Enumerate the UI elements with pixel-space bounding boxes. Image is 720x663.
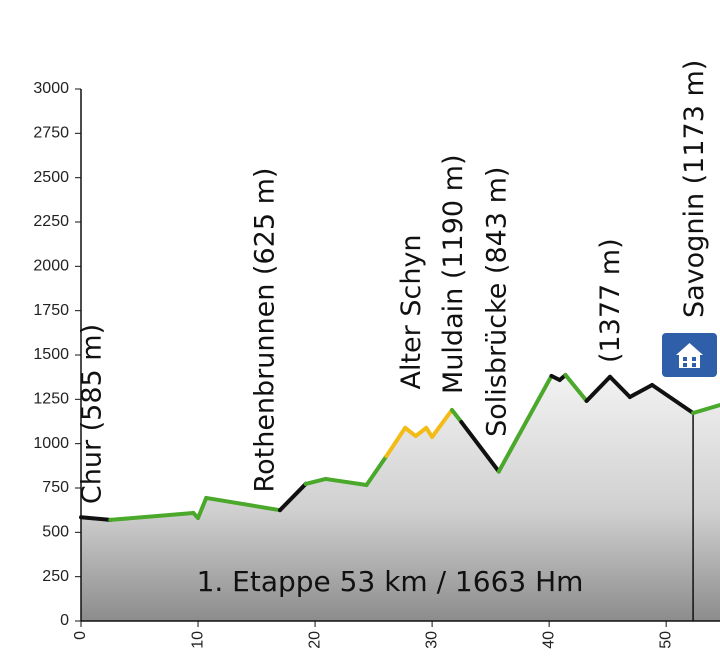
profile-segment [459,420,501,474]
y-tick-label: 3000 [33,80,69,97]
x-tick-label: 30 [423,631,440,649]
x-tick-label: 10 [189,631,206,649]
profile-segment [650,382,696,415]
profile-segment [108,511,196,522]
profile-segment [691,403,720,415]
profile-segment [364,454,389,487]
place-label: (1377 m) [595,238,626,363]
place-label: Rothenbrunnen (625 m) [250,168,281,493]
y-tick-label: 1000 [33,435,69,452]
y-tick-label: 1250 [33,391,69,408]
y-tick-label: 500 [42,524,69,541]
profile-area [81,375,720,621]
y-tick-label: 2000 [33,258,69,275]
profile-segment [196,495,209,520]
y-tick-label: 2750 [33,125,69,142]
y-tick-label: 2250 [33,213,69,230]
house-icon [662,333,717,377]
y-tick-label: 2500 [33,169,69,186]
profile-segment [204,495,282,513]
x-tick-label: 0 [72,631,89,640]
x-tick-label: 20 [306,631,323,649]
profile-segment [79,515,113,522]
x-tick-label: 50 [657,631,674,649]
profile-segment [563,373,589,403]
profile-segment [303,476,328,486]
y-tick-label: 1750 [33,302,69,319]
y-tick-label: 750 [42,479,69,496]
place-label: Solisbrücke (843 m) [481,167,512,437]
place-label: Savognin (1173 m) [679,60,710,318]
profile-segment [403,425,418,439]
profile-segment [496,373,554,474]
y-tick-label: 250 [42,568,69,585]
profile-segment [607,374,632,400]
place-label: Alter Schyn [396,234,427,389]
profile-segment [449,407,464,425]
y-tick-label: 1500 [33,346,69,363]
profile-segment [277,481,308,513]
chart-title: 1. Etappe 53 km / 1663 Hm [197,565,584,598]
profile-segment [413,425,429,439]
profile-segment [627,382,655,400]
profile-segment [584,374,612,403]
profile-segment [430,407,454,439]
y-tick-label: 0 [60,612,69,629]
place-label: Muldain (1190 m) [438,155,469,394]
place-label: Chur (585 m) [76,324,107,504]
x-tick-label: 40 [540,631,557,649]
profile-segment [323,476,369,487]
profile-segment [384,425,408,459]
